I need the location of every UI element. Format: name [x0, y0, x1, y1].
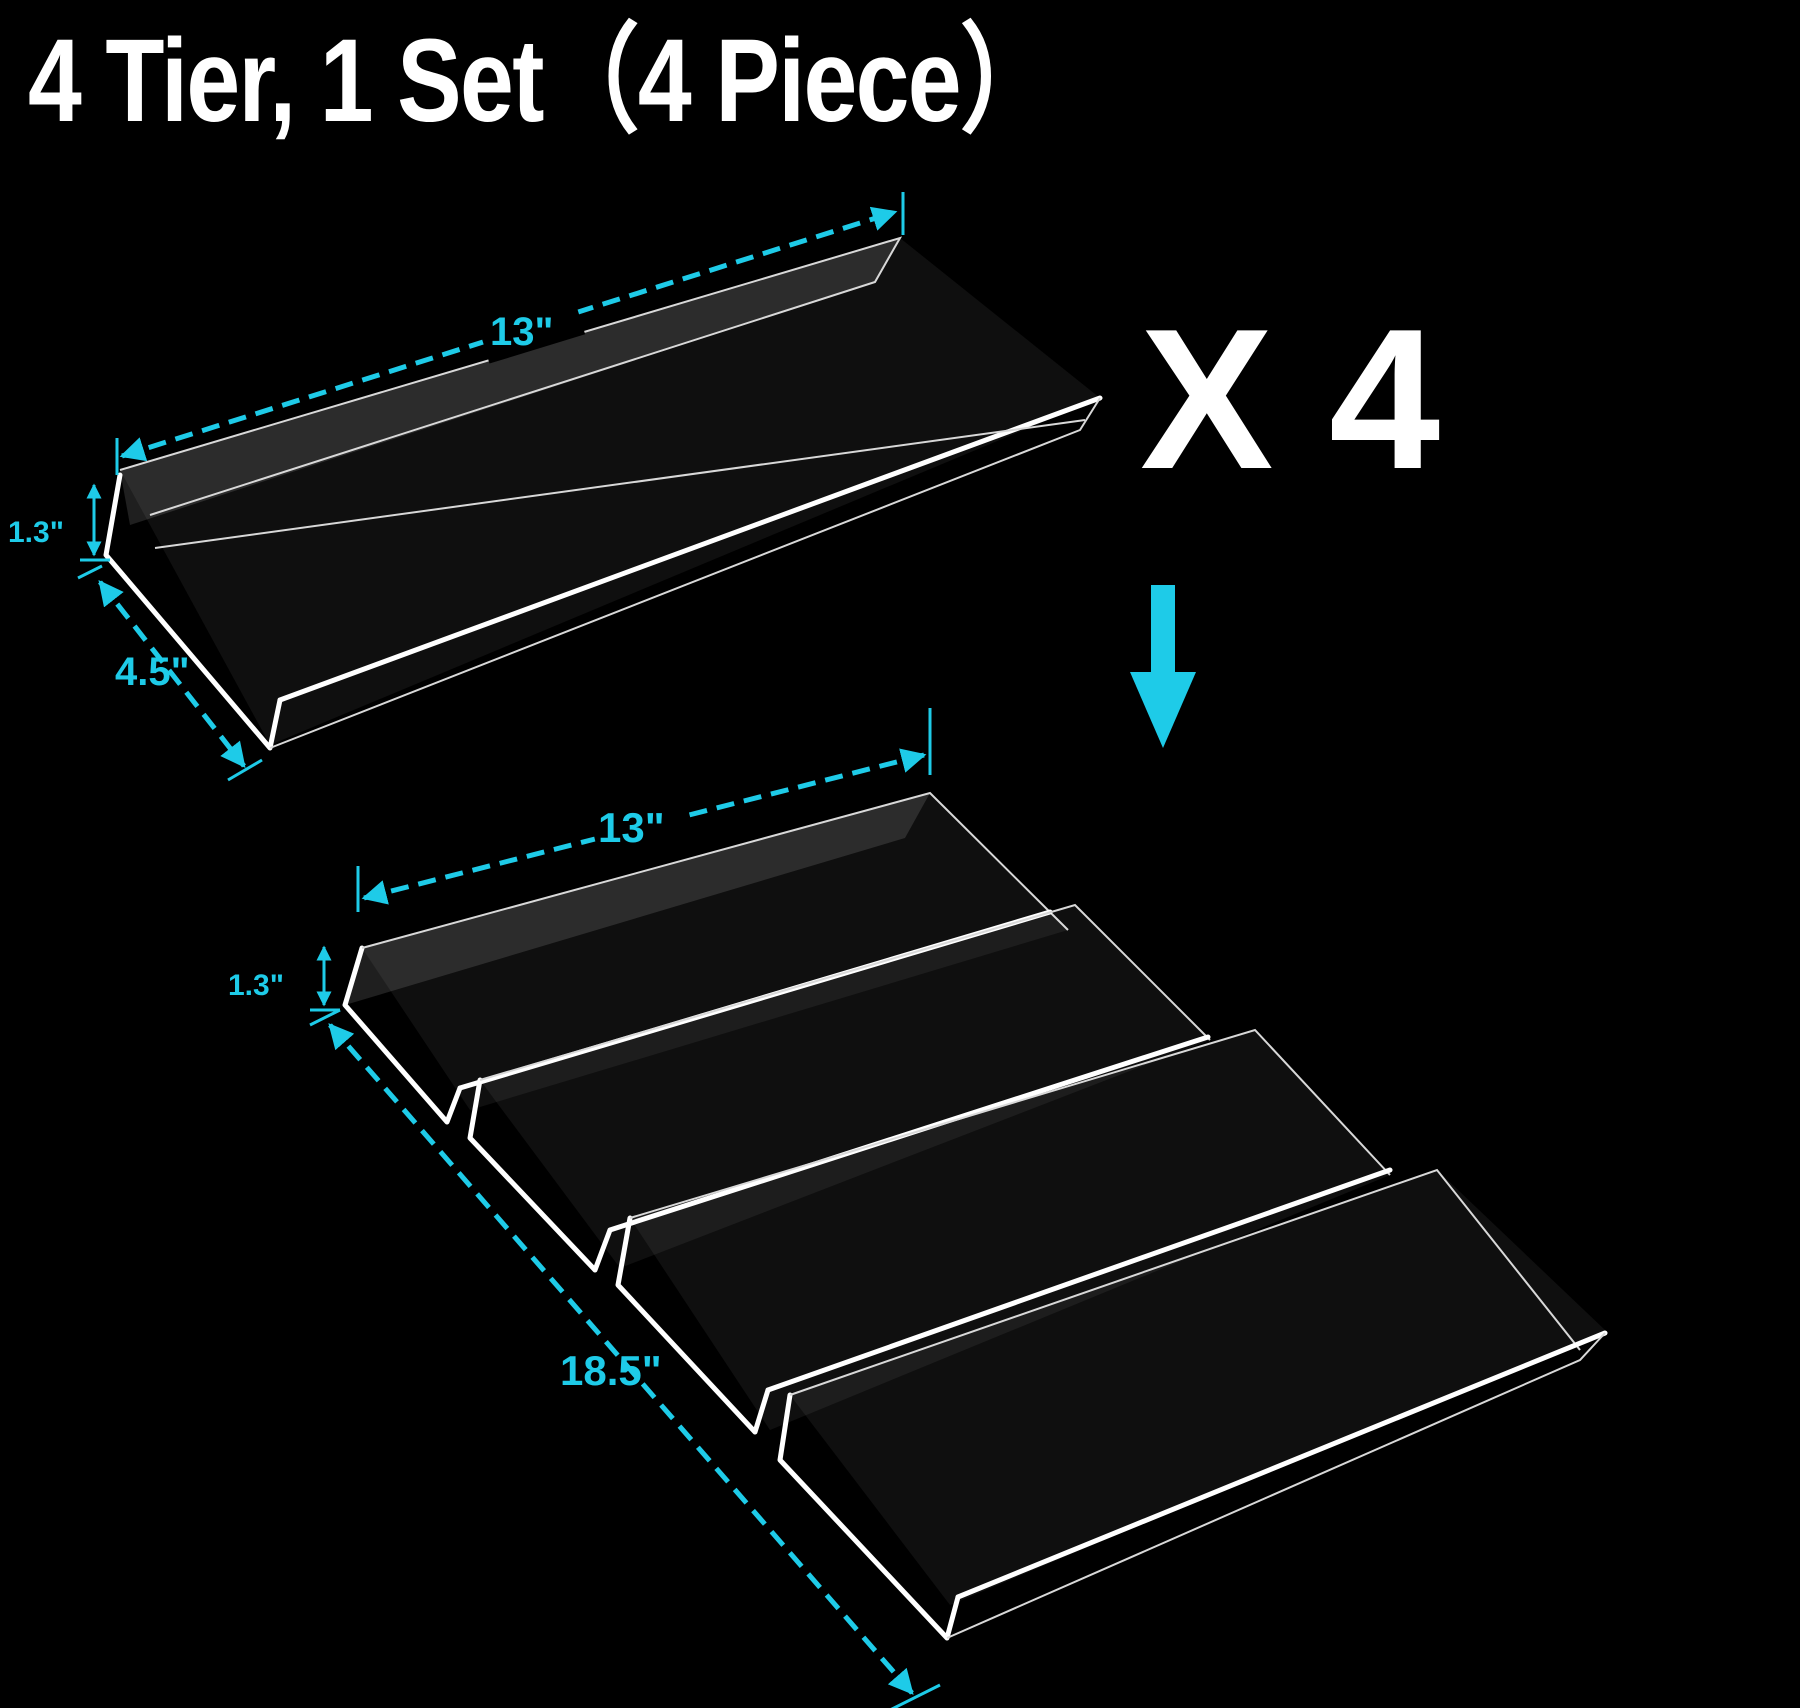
assembled-four-tier-stand — [342, 791, 1608, 1641]
single-length-dimension: 13" — [115, 192, 905, 475]
quantity-multiplier: X 4 — [1140, 288, 1441, 511]
single-height-label: 1.3" — [8, 516, 64, 549]
assembled-height-dimension: 1.3" — [228, 945, 340, 1012]
down-arrow-icon — [1130, 585, 1196, 748]
assembled-height-label: 1.3" — [228, 969, 284, 1002]
single-depth-dimension: 4.5" — [77, 564, 263, 782]
single-depth-label: 4.5" — [115, 650, 190, 694]
page-title: 4 Tier, 1 Set（4 Piece） — [28, 15, 1057, 147]
assembled-depth-dimension: 18.5" — [309, 1008, 941, 1708]
single-shelf-piece — [103, 236, 1103, 751]
single-length-label: 13" — [490, 310, 553, 354]
assembled-depth-label: 18.5" — [560, 1347, 662, 1394]
assembled-length-dimension: 13" — [356, 708, 932, 912]
assembled-length-label: 13" — [598, 804, 665, 851]
single-height-dimension: 1.3" — [8, 483, 110, 562]
